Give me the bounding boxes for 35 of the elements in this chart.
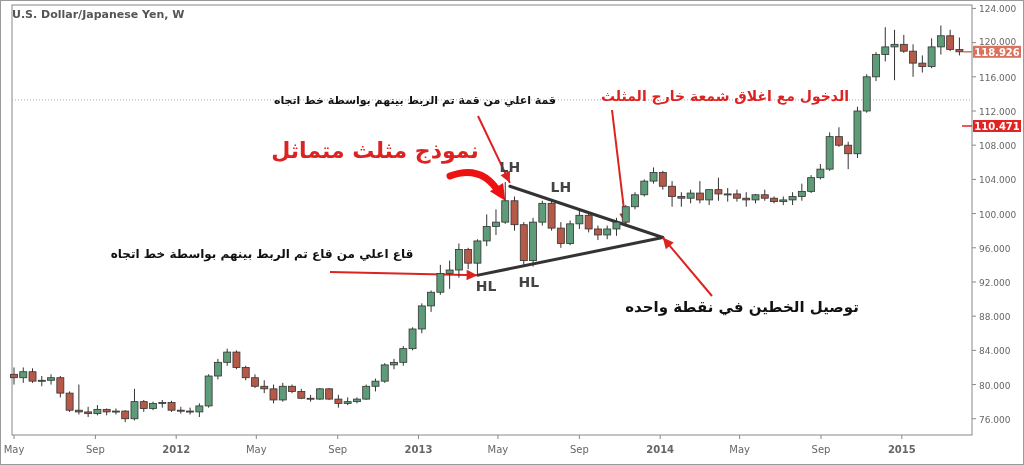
y-tick-label: 116.000: [979, 72, 1017, 83]
annotation: قمة اعلي من قمة تم الربط بينهم بواسطة خط اتجاه: [273, 94, 557, 107]
y-tick-label: 80.000: [979, 380, 1011, 391]
y-tick-label: 92.000: [979, 277, 1011, 288]
y-tick-label: 104.000: [979, 175, 1017, 186]
x-tick-label: May: [3, 444, 25, 455]
y-tick-label: 120.000: [979, 36, 1017, 47]
annotation: توصيل الخطين في نقطة واحده: [625, 298, 859, 316]
annotation: HL: [475, 278, 497, 295]
x-tick-label: May: [245, 444, 267, 455]
annotation: الدخول مع اغلاق شمعة خارج المثلث: [600, 88, 850, 105]
y-tick-label: 112.000: [979, 107, 1017, 117]
x-tick-label: Sep: [569, 444, 589, 455]
x-tick-label: May: [729, 444, 751, 455]
annotation: قاع اعلي من قاع تم الربط بينهم بواسطة خط اتجاه: [110, 247, 414, 262]
y-tick-label: 108.000: [979, 141, 1017, 152]
x-tick-label: Sep: [328, 444, 348, 455]
y-tick-label: 124.000: [979, 4, 1017, 15]
x-tick-label: 2012: [162, 444, 191, 455]
y-tick-label: 96.000: [979, 243, 1011, 254]
y-tick-label: 100.000: [979, 209, 1017, 220]
annotation: نموذج مثلث متماثل: [271, 138, 479, 164]
annotation: HL: [518, 273, 540, 290]
x-tick-label: 2014: [646, 444, 675, 455]
x-tick-label: May: [487, 444, 509, 455]
x-tick-label: Sep: [85, 444, 105, 455]
x-tick-label: Sep: [811, 444, 831, 455]
annotation: LH: [550, 178, 572, 195]
chart-title: U.S. Dollar/Japanese Yen, W: [12, 8, 185, 21]
y-tick-label: 76.000: [979, 414, 1011, 425]
y-tick-label: 88.000: [979, 312, 1011, 323]
x-tick-label: 2015: [887, 444, 916, 455]
y-tick-label: 84.000: [979, 346, 1011, 357]
annotation: 118.926: [974, 46, 1020, 58]
x-tick-label: 2013: [404, 444, 433, 455]
